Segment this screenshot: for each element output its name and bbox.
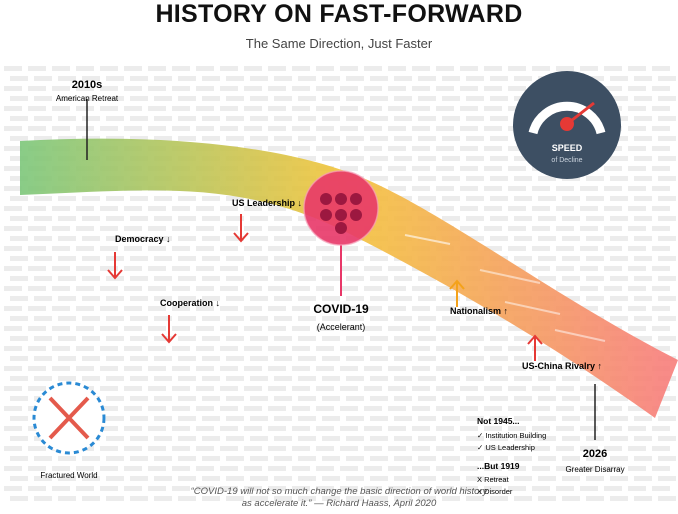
up-arrow-icon	[449, 279, 465, 307]
end-caption: Greater Disarray	[565, 465, 624, 474]
covid-subtitle: (Accelerant)	[317, 322, 366, 332]
quote-line-1: “COVID-19 will not so much change the ba…	[190, 486, 488, 497]
legend-but-item: X Disorder	[477, 487, 513, 496]
gauge-title: SPEED	[552, 143, 583, 153]
decline-label-democracy: Democracy ↓	[115, 234, 171, 244]
covid-title: COVID-19	[313, 302, 369, 316]
down-arrow-icon	[161, 315, 177, 344]
speed-streak	[404, 234, 451, 245]
quote: “COVID-19 will not so much change the ba…	[0, 486, 678, 510]
legend-but-item: X Retreat	[477, 475, 510, 484]
page-subtitle: The Same Direction, Just Faster	[245, 36, 433, 51]
start-year: 2010s	[72, 79, 103, 91]
down-arrow-icon	[233, 214, 249, 243]
legend-not-title: Not 1945...	[477, 416, 520, 426]
rise-label-nationalism: Nationalism ↑	[450, 306, 508, 316]
legend-not-item: ✓ US Leadership	[477, 443, 535, 452]
page-title: HISTORY ON FAST-FORWARD	[155, 0, 523, 28]
speed-streak	[504, 301, 561, 315]
speed-gauge-icon: SPEED of Decline	[513, 71, 621, 179]
quote-line-2: as accelerate it.” — Richard Haass, Apri…	[241, 498, 437, 509]
covid-virus-icon	[303, 170, 379, 246]
up-arrow-icon	[527, 334, 543, 361]
down-arrow-icon	[107, 252, 123, 280]
end-year: 2026	[583, 448, 607, 460]
speed-streak	[554, 329, 606, 342]
gauge-subtitle: of Decline	[551, 157, 582, 164]
legend-but-title: ...But 1919	[477, 461, 520, 471]
legend-not-item: ✓ Institution Building	[477, 431, 546, 440]
speed-streak	[479, 269, 541, 284]
start-caption: American Retreat	[56, 94, 119, 103]
decline-label-cooperation: Cooperation ↓	[160, 298, 220, 308]
rise-label-us-china-rivalry: US-China Rivalry ↑	[522, 361, 602, 371]
fractured-world-caption: Fractured World	[40, 471, 97, 480]
decline-label-us-leadership: US Leadership ↓	[232, 198, 302, 208]
fractured-world-icon	[32, 381, 106, 455]
